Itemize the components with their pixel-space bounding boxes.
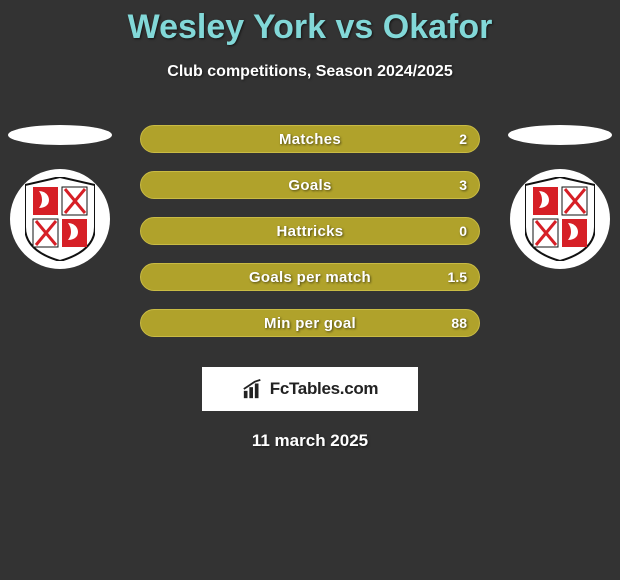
page-subtitle: Club competitions, Season 2024/2025: [0, 63, 620, 81]
comparison-area: Matches 2 Goals 3 Hattricks 0 Goals per …: [0, 125, 620, 345]
stat-row-min-per-goal: Min per goal 88: [140, 309, 480, 337]
date-text: 11 march 2025: [0, 431, 620, 451]
right-ellipse-highlight: [508, 125, 612, 145]
left-ellipse-highlight: [8, 125, 112, 145]
stat-row-matches: Matches 2: [140, 125, 480, 153]
stat-label: Goals per match: [249, 269, 371, 286]
stat-row-goals: Goals 3: [140, 171, 480, 199]
site-logo-box: FcTables.com: [202, 367, 418, 411]
stat-value-right: 3: [459, 177, 467, 193]
shield-icon: [525, 177, 595, 261]
left-player-column: [0, 125, 120, 269]
stat-rows: Matches 2 Goals 3 Hattricks 0 Goals per …: [140, 125, 480, 337]
site-logo-text: FcTables.com: [270, 379, 379, 399]
left-club-badge: [10, 169, 110, 269]
stat-value-right: 2: [459, 131, 467, 147]
right-player-column: [500, 125, 620, 269]
stat-label: Matches: [279, 131, 341, 148]
shield-icon: [25, 177, 95, 261]
right-club-badge: [510, 169, 610, 269]
stat-label: Min per goal: [264, 315, 356, 332]
page-title: Wesley York vs Okafor: [0, 0, 620, 47]
stat-label: Goals: [288, 177, 331, 194]
stat-value-right: 88: [451, 315, 467, 331]
bar-chart-icon: [242, 378, 264, 400]
stat-label: Hattricks: [277, 223, 344, 240]
stat-value-right: 1.5: [448, 269, 467, 285]
stat-row-goals-per-match: Goals per match 1.5: [140, 263, 480, 291]
stat-value-right: 0: [459, 223, 467, 239]
stat-row-hattricks: Hattricks 0: [140, 217, 480, 245]
